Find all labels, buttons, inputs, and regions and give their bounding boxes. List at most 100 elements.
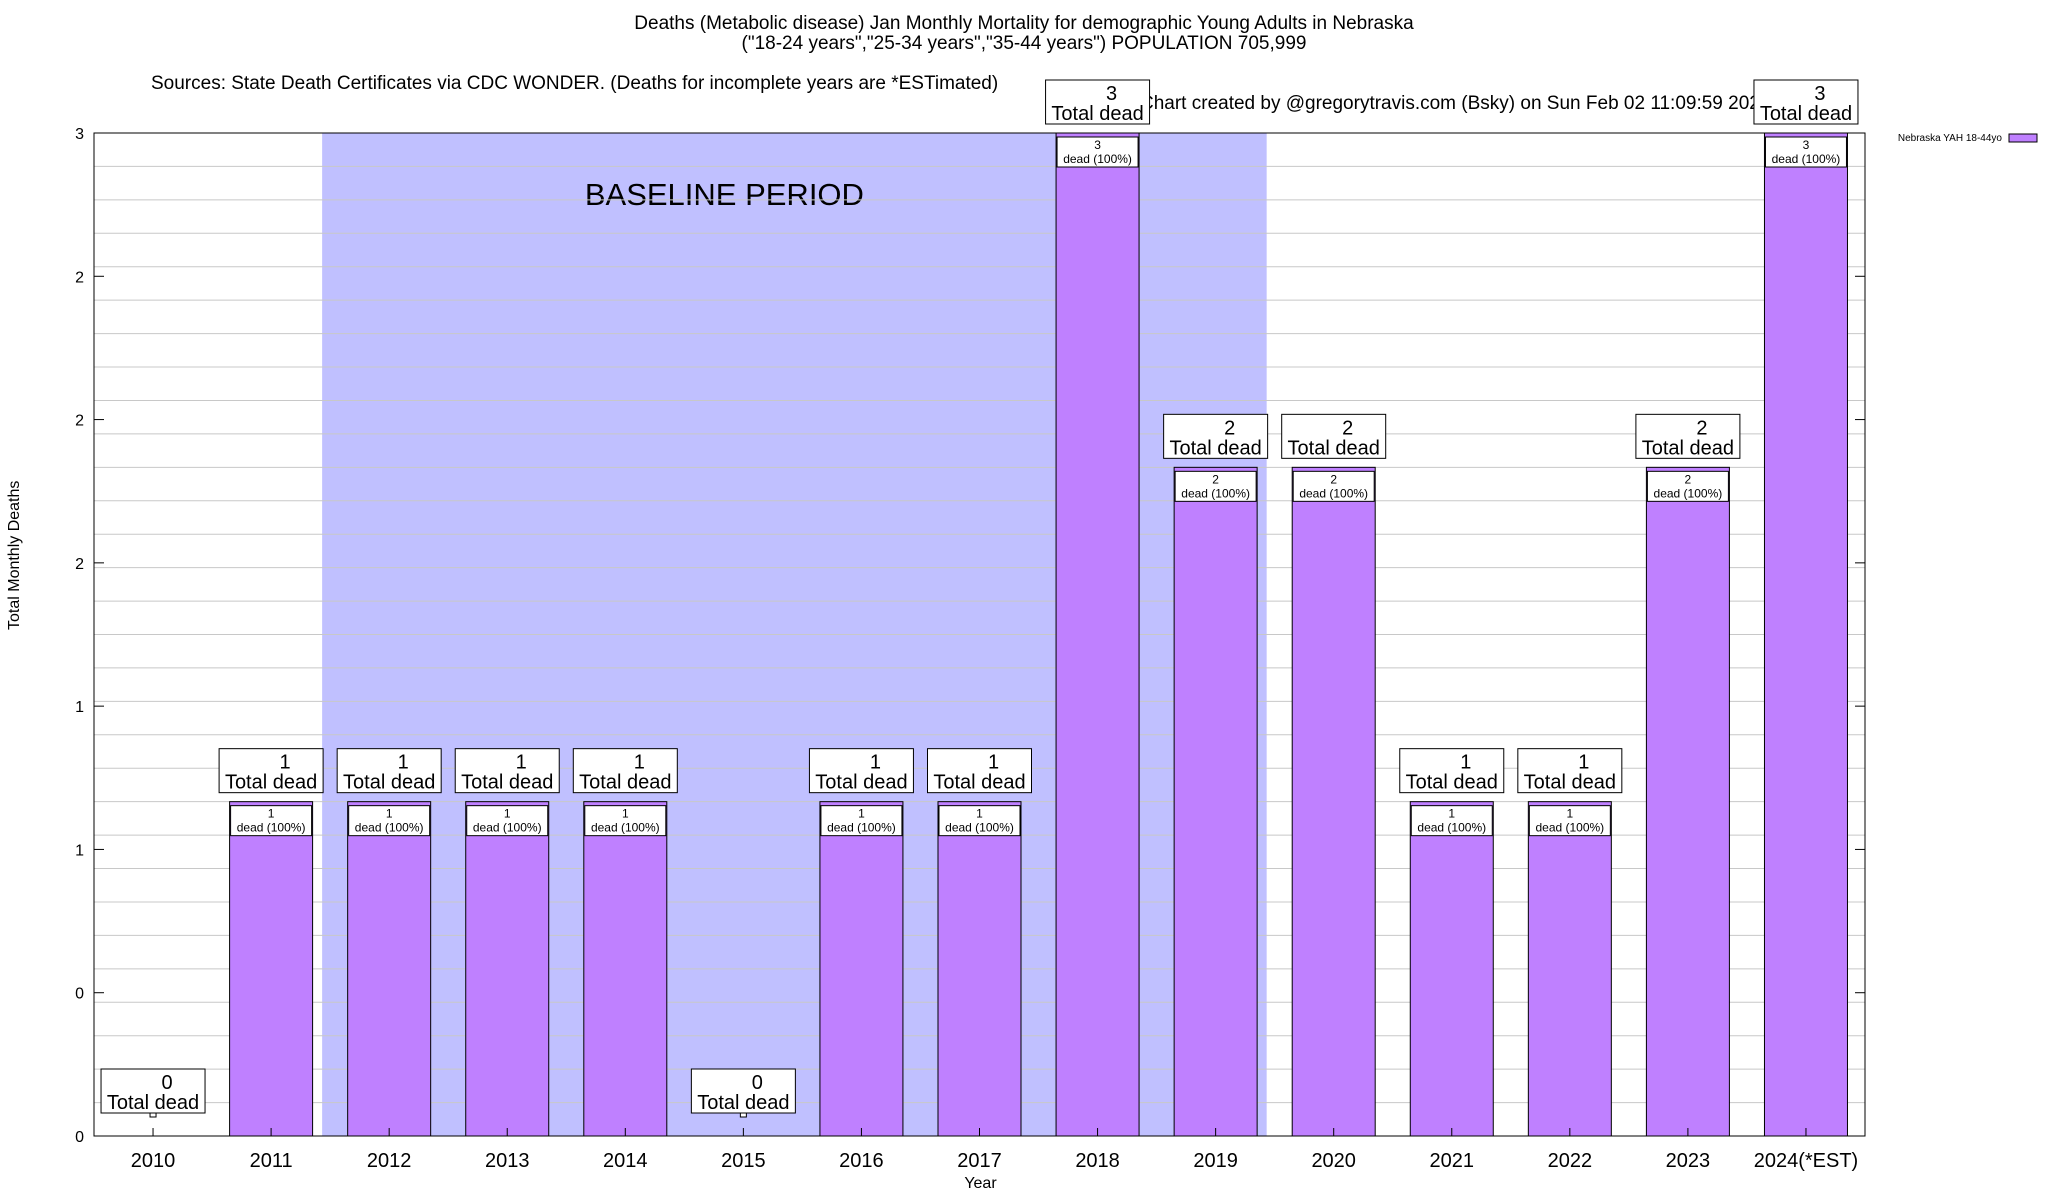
total-label-text: Total dead [225, 772, 317, 794]
x-tick-label: 2022 [1548, 1150, 1593, 1172]
total-label-text: Total dead [1642, 437, 1734, 459]
total-label-value: 1 [398, 752, 409, 774]
chart-source-line: Sources: State Death Certificates via CD… [0, 54, 2048, 114]
inner-label-text: dead (100%) [1772, 152, 1841, 166]
inner-label-value: 1 [622, 807, 629, 821]
total-label-box [808, 748, 914, 794]
inner-label-value: 1 [1448, 807, 1455, 821]
total-label-text: Total dead [933, 772, 1025, 794]
total-label-value: 0 [161, 1072, 172, 1094]
x-axis-label: Year [964, 1175, 997, 1192]
y-tick-label: 1 [75, 842, 84, 859]
inner-label-value: 2 [1685, 472, 1692, 486]
y-tick-label: 2 [75, 556, 84, 573]
total-label-box [218, 748, 324, 794]
x-tick-label: 2015 [721, 1150, 766, 1172]
inner-label-text: dead (100%) [1063, 152, 1132, 166]
inner-label-text: dead (100%) [1417, 821, 1486, 835]
total-label-text: Total dead [1524, 772, 1616, 794]
sources-text: Sources: State Death Certificates via CD… [151, 73, 999, 94]
inner-label-box [820, 805, 903, 837]
inner-label-box [938, 805, 1021, 837]
inner-label-box [466, 805, 549, 837]
total-label-box [1517, 748, 1623, 794]
inner-label-value: 1 [504, 807, 511, 821]
x-tick-label: 2019 [1193, 1150, 1238, 1172]
x-tick-label: 2012 [367, 1150, 412, 1172]
inner-label-value: 3 [1803, 138, 1810, 152]
x-tick-label: 2024(*EST) [1754, 1150, 1859, 1172]
credit-text: Chart created by @gregorytravis.com (Bsk… [1140, 93, 1771, 114]
inner-label-box [1528, 805, 1611, 837]
baseline-label: BASELINE PERIOD [585, 177, 864, 212]
bar [1763, 132, 1848, 1137]
bar [583, 801, 668, 1137]
x-tick-label: 2016 [839, 1150, 884, 1172]
total-label-value: 2 [1696, 417, 1707, 439]
inner-label-value: 1 [858, 807, 865, 821]
x-tick-label: 2023 [1666, 1150, 1711, 1172]
total-label-text: Total dead [697, 1092, 789, 1114]
inner-label-box [1056, 136, 1139, 168]
total-label-value: 1 [280, 752, 291, 774]
total-label-value: 1 [988, 752, 999, 774]
total-label-text: Total dead [1288, 437, 1380, 459]
inner-label-value: 2 [1212, 472, 1219, 486]
bar [1173, 466, 1258, 1137]
bar [347, 801, 432, 1137]
y-tick-label: 3 [75, 126, 84, 143]
total-label-text: Total dead [1760, 103, 1852, 125]
y-tick-label: 0 [75, 1129, 84, 1146]
inner-label-box [1646, 470, 1729, 502]
bar [1527, 801, 1612, 1137]
total-label-box [1635, 413, 1741, 459]
bar [1409, 801, 1494, 1137]
inner-label-text: dead (100%) [591, 821, 660, 835]
bar [1055, 132, 1140, 1137]
x-tick-label: 2013 [485, 1150, 530, 1172]
total-label-box [336, 748, 442, 794]
inner-label-text: dead (100%) [237, 821, 306, 835]
inner-label-value: 1 [386, 807, 393, 821]
inner-label-value: 2 [1330, 472, 1337, 486]
inner-label-text: dead (100%) [1654, 486, 1723, 500]
y-tick-label: 0 [75, 986, 84, 1003]
plot-frame [93, 132, 1866, 1137]
inner-label-text: dead (100%) [827, 821, 896, 835]
total-label-value: 1 [516, 752, 527, 774]
total-label-box [454, 748, 560, 794]
inner-label-box [1174, 470, 1257, 502]
y-tick-label: 2 [75, 269, 84, 286]
total-label-box [1281, 413, 1387, 459]
total-label-text: Total dead [461, 772, 553, 794]
total-label-box [1753, 79, 1859, 125]
inner-label-text: dead (100%) [1535, 821, 1604, 835]
inner-label-box [230, 805, 313, 837]
inner-label-text: dead (100%) [1299, 486, 1368, 500]
x-tick-label: 2017 [957, 1150, 1002, 1172]
bar [229, 801, 314, 1137]
inner-label-box [348, 805, 431, 837]
x-tick-label: 2011 [250, 1150, 293, 1172]
inner-label-value: 3 [1094, 138, 1101, 152]
y-tick-label: 1 [75, 699, 84, 716]
total-label-text: Total dead [579, 772, 671, 794]
total-label-value: 3 [1106, 83, 1117, 105]
total-label-text: Total dead [107, 1092, 199, 1114]
inner-label-text: dead (100%) [355, 821, 424, 835]
inner-label-text: dead (100%) [945, 821, 1014, 835]
inner-label-box [1764, 136, 1847, 168]
inner-label-value: 1 [976, 807, 983, 821]
bar [1291, 466, 1376, 1137]
total-label-value: 1 [1578, 752, 1589, 774]
inner-label-value: 1 [1566, 807, 1573, 821]
total-label-value: 3 [1814, 83, 1825, 105]
bar [1645, 466, 1730, 1137]
total-label-box [927, 748, 1032, 794]
inner-label-text: dead (100%) [1181, 486, 1250, 500]
total-label-box [1045, 79, 1151, 125]
x-tick-label: 2014 [603, 1150, 648, 1172]
chart-title: Deaths (Metabolic disease) Jan Monthly M… [634, 13, 1414, 34]
total-label-text: Total dead [1169, 437, 1261, 459]
